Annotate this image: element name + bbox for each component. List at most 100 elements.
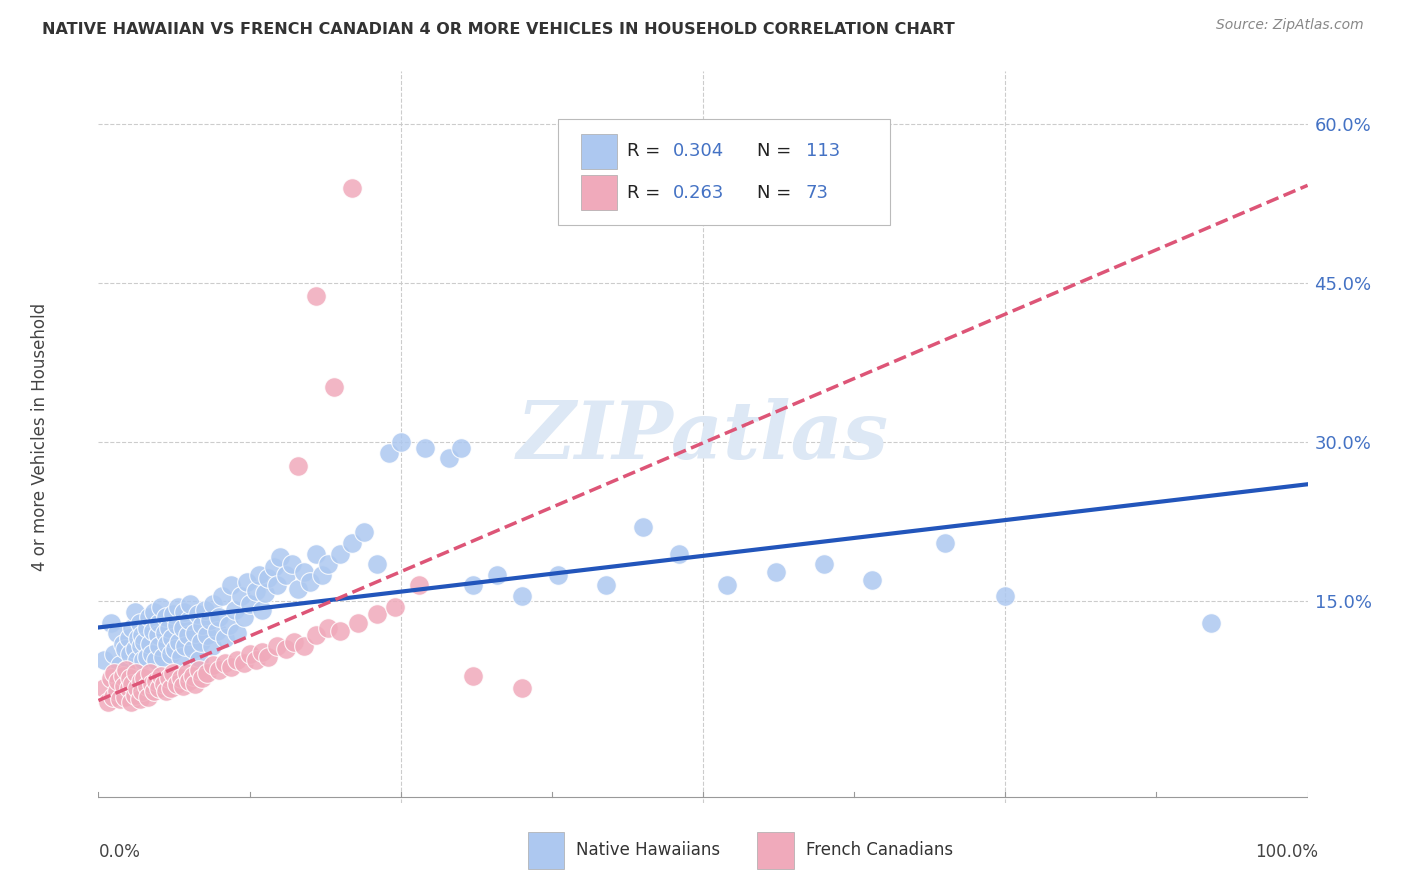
Point — [323, 380, 346, 394]
Point — [169, 634, 191, 648]
Point — [813, 558, 835, 572]
Point — [157, 671, 180, 685]
FancyBboxPatch shape — [581, 134, 617, 169]
Point — [143, 605, 166, 619]
Point — [236, 575, 259, 590]
Point — [134, 671, 156, 685]
Point — [269, 549, 291, 564]
Point — [135, 621, 157, 635]
Point — [250, 603, 273, 617]
Point — [160, 681, 183, 696]
Point — [190, 634, 212, 648]
Point — [377, 446, 399, 460]
Point — [124, 605, 146, 619]
Point — [105, 684, 128, 698]
Point — [139, 666, 162, 681]
Point — [148, 681, 170, 696]
Text: R =: R = — [627, 184, 666, 202]
Point — [108, 658, 131, 673]
Point — [510, 589, 533, 603]
Point — [172, 621, 194, 635]
Point — [179, 614, 201, 628]
Point — [224, 603, 246, 617]
Point — [232, 610, 254, 624]
Point — [191, 671, 214, 685]
Point — [127, 632, 149, 646]
Point — [292, 639, 315, 653]
Point — [157, 621, 180, 635]
Point — [103, 666, 125, 681]
Point — [195, 628, 218, 642]
Point — [120, 695, 142, 709]
Text: Native Hawaiians: Native Hawaiians — [576, 841, 720, 859]
Point — [547, 567, 569, 582]
Point — [148, 615, 170, 630]
Point — [232, 656, 254, 670]
Point — [105, 626, 128, 640]
Point — [860, 573, 883, 587]
Point — [716, 578, 738, 592]
Point — [305, 628, 328, 642]
Point — [166, 677, 188, 691]
Point — [311, 567, 333, 582]
Point — [187, 653, 209, 667]
Point — [143, 684, 166, 698]
Point — [160, 648, 183, 662]
Point — [994, 589, 1017, 603]
Point — [226, 626, 249, 640]
Point — [437, 451, 460, 466]
FancyBboxPatch shape — [558, 119, 890, 225]
Point — [121, 677, 143, 691]
Point — [160, 632, 183, 646]
Point — [247, 567, 270, 582]
Point — [181, 642, 204, 657]
Point — [179, 673, 201, 688]
Point — [141, 648, 163, 662]
Point — [595, 578, 617, 592]
Point — [250, 645, 273, 659]
Point — [329, 547, 352, 561]
Point — [125, 666, 148, 681]
Point — [281, 558, 304, 572]
Text: 0.304: 0.304 — [672, 142, 724, 160]
Point — [316, 558, 339, 572]
Point — [124, 688, 146, 702]
Point — [195, 666, 218, 681]
Point — [239, 597, 262, 611]
Point — [97, 695, 120, 709]
Point — [218, 617, 240, 632]
Point — [114, 642, 136, 657]
Point — [305, 547, 328, 561]
FancyBboxPatch shape — [527, 832, 564, 869]
Point — [135, 649, 157, 664]
Text: N =: N = — [758, 184, 797, 202]
Point — [292, 565, 315, 579]
Point — [299, 575, 322, 590]
Point — [384, 599, 406, 614]
Point — [366, 607, 388, 621]
Point — [172, 679, 194, 693]
Text: ZIPatlas: ZIPatlas — [517, 399, 889, 475]
Point — [145, 653, 167, 667]
Point — [124, 642, 146, 657]
Point — [121, 621, 143, 635]
Point — [366, 558, 388, 572]
Text: R =: R = — [627, 142, 666, 160]
Point — [765, 565, 787, 579]
Point — [239, 648, 262, 662]
Point — [166, 617, 188, 632]
Point — [221, 578, 243, 592]
Point — [201, 639, 224, 653]
Text: NATIVE HAWAIIAN VS FRENCH CANADIAN 4 OR MORE VEHICLES IN HOUSEHOLD CORRELATION C: NATIVE HAWAIIAN VS FRENCH CANADIAN 4 OR … — [42, 22, 955, 37]
Point — [148, 639, 170, 653]
Point — [179, 597, 201, 611]
Point — [101, 690, 124, 704]
Point — [413, 441, 436, 455]
Point — [93, 653, 115, 667]
Point — [155, 610, 177, 624]
Point — [150, 668, 173, 682]
Point — [191, 617, 214, 632]
Point — [169, 671, 191, 685]
Point — [226, 653, 249, 667]
Point — [486, 567, 509, 582]
